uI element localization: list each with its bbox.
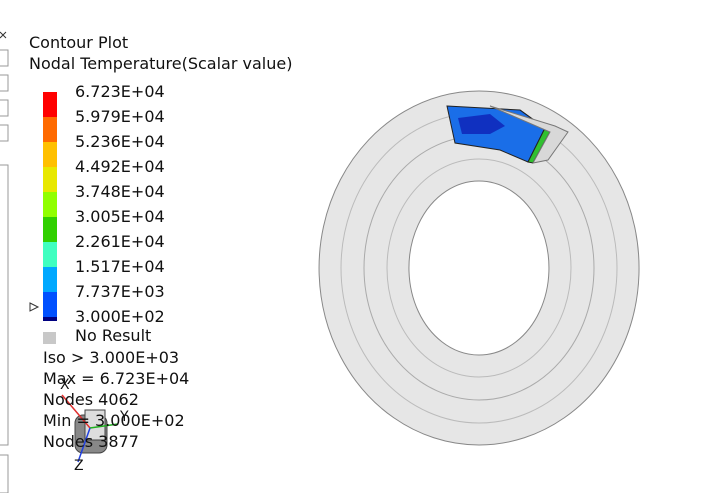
legend-swatch: [43, 142, 57, 167]
legend-label: 6.723E+04: [75, 82, 165, 101]
legend-label: 3.005E+04: [75, 207, 165, 226]
legend-swatch: [43, 242, 57, 267]
side-toolbar: [0, 31, 9, 493]
legend-label: 3.748E+04: [75, 182, 165, 201]
no-result-swatch: [43, 332, 56, 344]
stat-line: Nodes 4062: [43, 390, 139, 409]
legend-swatch: [43, 292, 57, 317]
stat-line: Min = 3.000E+02: [43, 411, 185, 430]
tire-model: [318, 90, 640, 446]
legend-swatch: [43, 167, 57, 192]
no-result-label: No Result: [75, 326, 152, 345]
plot-title: Contour Plot: [29, 33, 129, 52]
stat-line: Nodes 3877: [43, 432, 139, 451]
stat-line: Max = 6.723E+04: [43, 369, 190, 388]
triad-x: X: [60, 377, 70, 393]
legend-swatch: [43, 92, 57, 117]
legend-swatch: [43, 192, 57, 217]
legend-swatch: [43, 117, 57, 142]
legend-colorbar: [43, 92, 57, 344]
plot-subtitle: Nodal Temperature(Scalar value): [29, 54, 293, 73]
legend-bottom: [43, 317, 57, 321]
triad-y: Y: [120, 409, 129, 425]
stat-line: Iso > 3.000E+03: [43, 348, 180, 367]
legend-label: 2.261E+04: [75, 232, 165, 251]
legend-pointer: [29, 302, 40, 312]
triad-z: Z: [74, 458, 84, 474]
legend-swatch: [43, 217, 57, 242]
legend-swatch: [43, 267, 57, 292]
axis-triad: [61, 394, 119, 463]
legend-label: 7.737E+03: [75, 282, 165, 301]
legend-label: 4.492E+04: [75, 157, 165, 176]
legend-label: 1.517E+04: [75, 257, 165, 276]
legend-label: 3.000E+02: [75, 307, 165, 326]
legend-label: 5.979E+04: [75, 107, 165, 126]
legend-label: 5.236E+04: [75, 132, 165, 151]
